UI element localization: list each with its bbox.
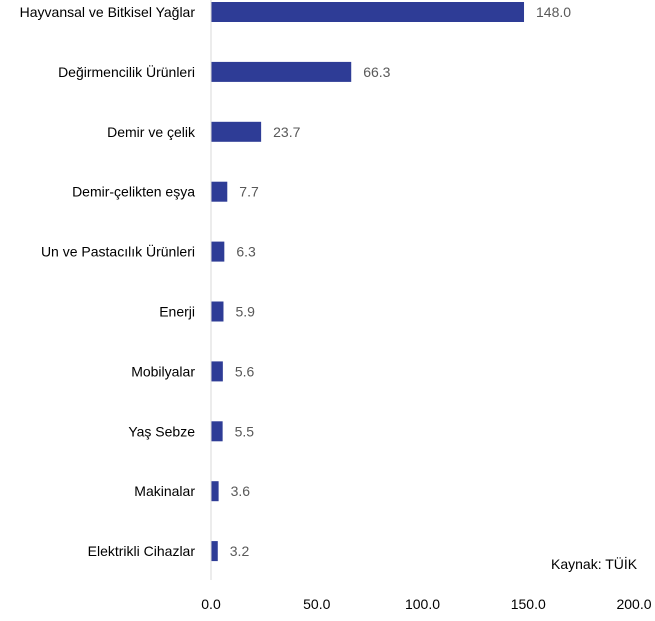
bar-9 (211, 481, 219, 502)
bar-2 (211, 61, 352, 82)
value-label-2: 66.3 (363, 64, 390, 80)
x-tick-label-3: 100.0 (405, 596, 440, 612)
value-label-8: 5.5 (235, 423, 255, 439)
bar-10 (211, 541, 218, 562)
bar-3 (211, 121, 262, 142)
bar-7 (211, 361, 223, 382)
x-tick-label-5: 200.0 (616, 596, 651, 612)
value-label-1: 148.0 (536, 4, 571, 20)
value-label-3: 23.7 (273, 124, 300, 140)
category-label-6: Enerji (159, 304, 195, 320)
category-label-9: Makinalar (134, 483, 195, 499)
category-label-10: Elektrikli Cihazlar (88, 543, 196, 559)
value-label-4: 7.7 (239, 184, 259, 200)
x-tick-label-1: 0.0 (201, 596, 221, 612)
category-label-7: Mobilyalar (131, 363, 195, 379)
x-tick-label-4: 150.0 (511, 596, 546, 612)
source-note: Kaynak: TÜİK (551, 555, 638, 572)
x-tick-label-2: 50.0 (303, 596, 330, 612)
bar-6 (211, 301, 224, 322)
category-label-5: Un ve Pastacılık Ürünleri (41, 243, 195, 260)
category-label-8: Yaş Sebze (128, 423, 195, 439)
category-label-4: Demir-çelikten eşya (72, 184, 195, 200)
category-label-3: Demir ve çelik (107, 124, 196, 140)
bars-group (211, 2, 525, 562)
category-label-2: Değirmencilik Ürünleri (58, 63, 195, 80)
bar-8 (211, 421, 223, 442)
value-label-5: 6.3 (236, 244, 256, 260)
bar-1 (211, 2, 525, 22)
value-label-6: 5.9 (235, 304, 255, 320)
value-label-9: 3.6 (231, 483, 251, 499)
value-label-7: 5.6 (235, 363, 255, 379)
category-labels-group: Hayvansal ve Bitkisel Yağlar Değirmencili… (20, 4, 196, 559)
category-label-1: Hayvansal ve Bitkisel Yağlar (20, 4, 196, 20)
x-axis-tick-labels: 0.0 50.0 100.0 150.0 200.0 (201, 596, 651, 612)
value-labels-group: 148.0 66.3 23.7 7.7 6.3 5.9 5.6 5.5 3.6 3.2 (230, 4, 572, 559)
bar-5 (211, 241, 225, 262)
bar-4 (211, 181, 228, 202)
value-label-10: 3.2 (230, 543, 250, 559)
